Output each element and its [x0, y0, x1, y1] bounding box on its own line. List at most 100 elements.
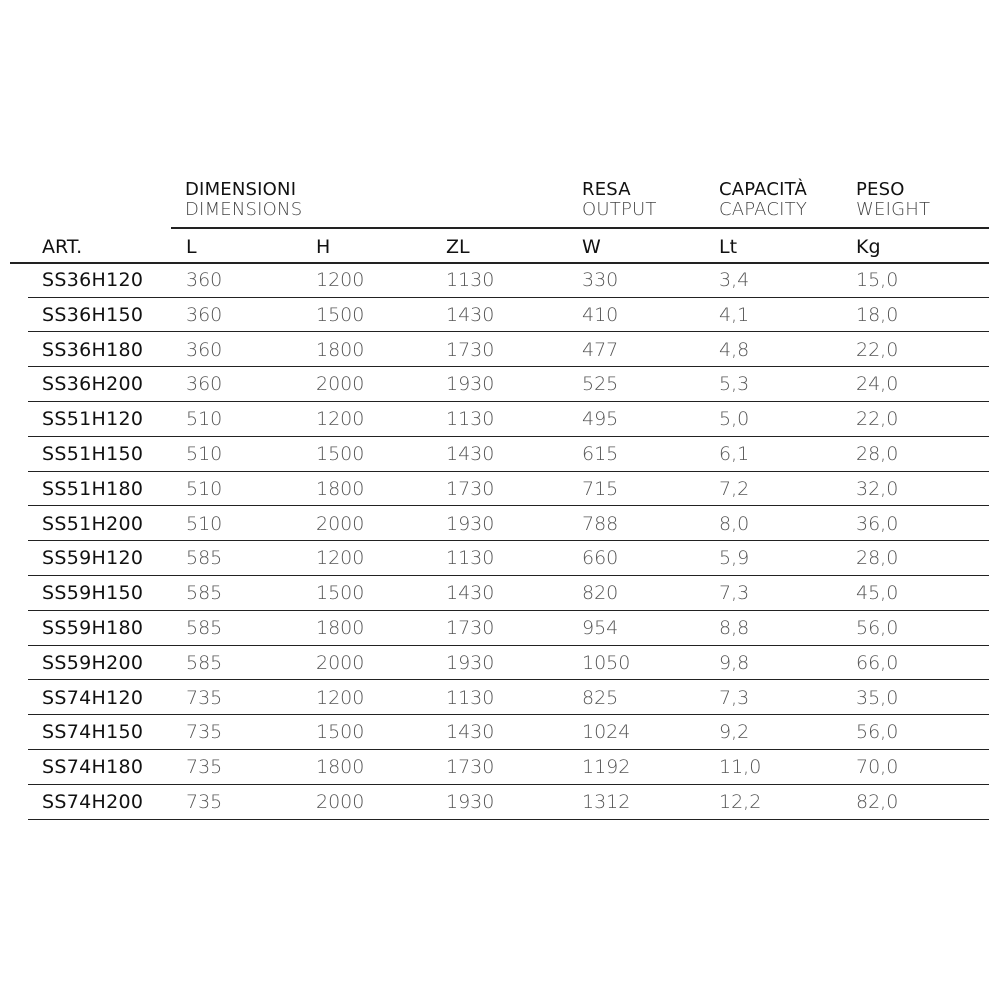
cell-w: 788 [582, 512, 619, 535]
cell-art: SS51H120 [42, 408, 144, 431]
cell-l: 585 [186, 617, 223, 639]
row-divider [28, 644, 989, 646]
cell-h: 2000 [316, 373, 365, 396]
row-divider [28, 748, 989, 750]
cell-h: 1500 [316, 721, 365, 744]
table-row: SS74H150 735 1500 1430 1024 9,2 56,0 [0, 715, 1000, 750]
column-header-art: ART. [42, 236, 83, 258]
cell-art: SS74H120 [42, 686, 144, 709]
cell-zl: 1730 [446, 477, 495, 500]
cell-lt: 5,0 [719, 408, 750, 431]
cell-lt: 6,1 [719, 443, 750, 465]
table-row: SS36H180 360 1800 1730 477 4,8 22,0 [0, 333, 1000, 368]
cell-h: 1800 [316, 338, 365, 361]
row-divider [28, 818, 989, 820]
group-label-en: DIMENSIONS [185, 199, 303, 220]
cell-w: 525 [582, 373, 619, 396]
cell-lt: 4,1 [719, 303, 750, 326]
cell-zl: 1430 [446, 303, 495, 326]
cell-kg: 36,0 [856, 512, 899, 535]
table-row: SS59H150 585 1500 1430 820 7,3 45,0 [0, 576, 1000, 611]
cell-l: 735 [186, 756, 223, 779]
table-row: SS51H120 510 1200 1130 495 5,0 22,0 [0, 402, 1000, 437]
cell-lt: 9,8 [719, 651, 750, 674]
row-divider [28, 435, 989, 437]
cell-art: SS59H200 [42, 651, 144, 674]
cell-kg: 28,0 [856, 547, 899, 570]
row-divider [28, 470, 989, 472]
cell-l: 585 [186, 547, 223, 570]
cell-lt: 7,3 [719, 686, 750, 709]
cell-zl: 1730 [446, 756, 495, 779]
cell-l: 510 [186, 408, 223, 431]
cell-l: 510 [186, 443, 223, 465]
cell-w: 1192 [582, 756, 631, 779]
table-row: SS59H200 585 2000 1930 1050 9,8 66,0 [0, 646, 1000, 681]
row-divider [28, 366, 989, 368]
cell-l: 510 [186, 477, 223, 500]
cell-lt: 5,3 [719, 373, 750, 396]
group-label-it: CAPACITÀ [719, 179, 807, 200]
cell-zl: 1430 [446, 582, 495, 605]
cell-h: 2000 [316, 512, 365, 535]
cell-w: 1312 [582, 791, 631, 813]
column-header-zl: ZL [446, 236, 470, 258]
cell-zl: 1730 [446, 338, 495, 361]
cell-h: 1200 [316, 686, 365, 709]
cell-art: SS36H120 [42, 269, 144, 291]
table-row: SS51H200 510 2000 1930 788 8,0 36,0 [0, 507, 1000, 542]
table-row: SS36H120 360 1200 1130 330 3,4 15,0 [0, 263, 1000, 298]
table-row: SS59H120 585 1200 1130 660 5,9 28,0 [0, 541, 1000, 576]
cell-zl: 1730 [446, 617, 495, 639]
cell-l: 585 [186, 582, 223, 605]
cell-w: 410 [582, 303, 619, 326]
cell-w: 477 [582, 338, 619, 361]
cell-h: 1800 [316, 617, 365, 639]
row-divider [28, 714, 989, 716]
cell-lt: 7,3 [719, 582, 750, 605]
cell-kg: 22,0 [856, 408, 899, 431]
cell-zl: 1430 [446, 443, 495, 465]
cell-kg: 70,0 [856, 756, 899, 779]
cell-lt: 8,8 [719, 617, 750, 639]
cell-zl: 1930 [446, 791, 495, 813]
cell-lt: 3,4 [719, 269, 750, 291]
cell-kg: 82,0 [856, 791, 899, 813]
cell-kg: 35,0 [856, 686, 899, 709]
cell-art: SS59H150 [42, 582, 144, 605]
cell-h: 2000 [316, 651, 365, 674]
cell-h: 1500 [316, 303, 365, 326]
row-divider [28, 574, 989, 576]
group-header-dimensions: DIMENSIONI DIMENSIONS [185, 180, 302, 220]
cell-h: 2000 [316, 791, 365, 813]
cell-lt: 5,9 [719, 547, 750, 570]
cell-kg: 56,0 [856, 721, 899, 744]
cell-h: 1800 [316, 756, 365, 779]
group-label-en: OUTPUT [582, 199, 657, 220]
cell-zl: 1930 [446, 512, 495, 535]
group-label-en: CAPACITY [719, 199, 808, 220]
group-divider [171, 227, 989, 229]
cell-kg: 45,0 [856, 582, 899, 605]
cell-l: 360 [186, 373, 223, 396]
cell-art: SS74H180 [42, 756, 144, 779]
cell-lt: 8,0 [719, 512, 750, 535]
cell-h: 1500 [316, 582, 365, 605]
row-divider [28, 331, 989, 333]
header-divider [10, 262, 989, 264]
cell-h: 1800 [316, 477, 365, 500]
cell-lt: 11,0 [719, 756, 762, 779]
cell-kg: 32,0 [856, 477, 899, 500]
row-divider [28, 505, 989, 507]
cell-art: SS36H180 [42, 338, 144, 361]
row-divider [28, 679, 989, 681]
group-header-weight: PESO WEIGHT [856, 180, 930, 220]
column-header-l: L [186, 236, 197, 258]
cell-zl: 1930 [446, 651, 495, 674]
column-header-h: H [316, 236, 331, 258]
cell-kg: 56,0 [856, 617, 899, 639]
cell-zl: 1930 [446, 373, 495, 396]
group-label-it: DIMENSIONI [185, 179, 297, 200]
row-divider [28, 296, 989, 298]
cell-l: 360 [186, 303, 223, 326]
